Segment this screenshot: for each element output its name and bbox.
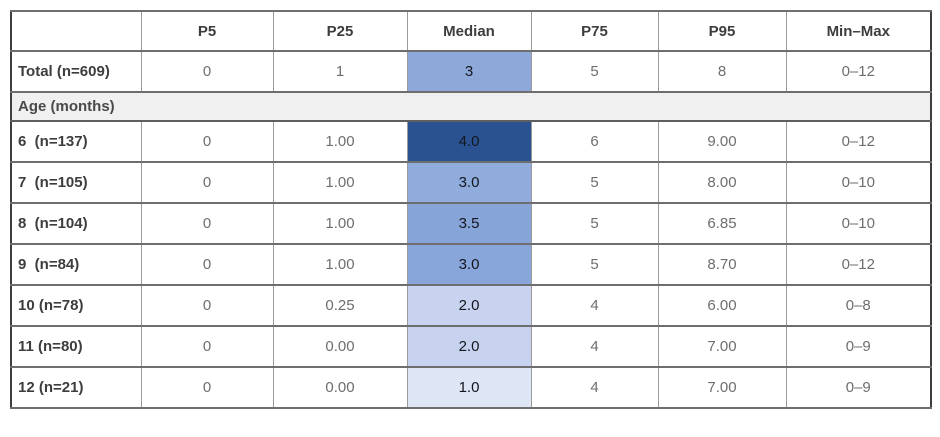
cell-p75: 5 [530, 50, 659, 93]
cell-median: 2.0 [406, 284, 532, 327]
cell-p5: 0 [140, 120, 274, 163]
header-median: Median [406, 10, 532, 52]
cell-p5: 0 [140, 243, 274, 286]
cell-minmax: 0–12 [785, 243, 932, 286]
cell-p75: 5 [530, 243, 659, 286]
cell-median: 3.0 [406, 161, 532, 204]
header-p95: P95 [657, 10, 787, 52]
cell-p95: 6.85 [657, 202, 787, 245]
cell-p25: 1.00 [272, 120, 408, 163]
section-header-row: Age (months) [10, 91, 932, 122]
header-p75: P75 [530, 10, 659, 52]
table-row-age8: 8 (n=104) 0 1.00 3.5 5 6.85 0–10 [10, 202, 932, 245]
table-row-age7: 7 (n=105) 0 1.00 3.0 5 8.00 0–10 [10, 161, 932, 204]
cell-p95: 8 [657, 50, 787, 93]
cell-p95: 9.00 [657, 120, 787, 163]
cell-median: 4.0 [406, 120, 532, 163]
cell-median: 2.0 [406, 325, 532, 368]
table-header-row: P5 P25 Median P75 P95 Min–Max [10, 10, 932, 52]
row-label: 12 (n=21) [10, 366, 142, 409]
cell-p75: 4 [530, 366, 659, 409]
cell-p25: 0.00 [272, 325, 408, 368]
cell-p95: 7.00 [657, 366, 787, 409]
cell-p75: 5 [530, 202, 659, 245]
cell-p25: 0.25 [272, 284, 408, 327]
table-row-age12: 12 (n=21) 0 0.00 1.0 4 7.00 0–9 [10, 366, 932, 409]
cell-minmax: 0–10 [785, 202, 932, 245]
cell-p95: 6.00 [657, 284, 787, 327]
cell-p25: 1.00 [272, 243, 408, 286]
cell-p5: 0 [140, 161, 274, 204]
table-row-age11: 11 (n=80) 0 0.00 2.0 4 7.00 0–9 [10, 325, 932, 368]
cell-p5: 0 [140, 50, 274, 93]
row-label: 9 (n=84) [10, 243, 142, 286]
header-p25: P25 [272, 10, 408, 52]
table-row-age10: 10 (n=78) 0 0.25 2.0 4 6.00 0–8 [10, 284, 932, 327]
row-label: 10 (n=78) [10, 284, 142, 327]
header-p5: P5 [140, 10, 274, 52]
cell-p5: 0 [140, 202, 274, 245]
cell-p75: 5 [530, 161, 659, 204]
header-minmax: Min–Max [785, 10, 932, 52]
row-label: 11 (n=80) [10, 325, 142, 368]
cell-p95: 7.00 [657, 325, 787, 368]
row-label: Total (n=609) [10, 50, 142, 93]
cell-p5: 0 [140, 325, 274, 368]
table-row-age6: 6 (n=137) 0 1.00 4.0 6 9.00 0–12 [10, 120, 932, 163]
cell-minmax: 0–10 [785, 161, 932, 204]
row-label: 7 (n=105) [10, 161, 142, 204]
cell-minmax: 0–9 [785, 325, 932, 368]
header-empty [10, 10, 142, 52]
cell-p95: 8.70 [657, 243, 787, 286]
cell-p25: 1.00 [272, 161, 408, 204]
cell-median: 3 [406, 50, 532, 93]
cell-p75: 6 [530, 120, 659, 163]
cell-minmax: 0–12 [785, 120, 932, 163]
percentile-table: P5 P25 Median P75 P95 Min–Max Total (n=6… [10, 10, 932, 409]
table-row-total: Total (n=609) 0 1 3 5 8 0–12 [10, 50, 932, 93]
cell-p25: 1 [272, 50, 408, 93]
section-label: Age (months) [10, 91, 932, 122]
row-label: 6 (n=137) [10, 120, 142, 163]
cell-p25: 1.00 [272, 202, 408, 245]
cell-minmax: 0–9 [785, 366, 932, 409]
cell-p75: 4 [530, 325, 659, 368]
cell-minmax: 0–8 [785, 284, 932, 327]
cell-median: 1.0 [406, 366, 532, 409]
cell-p25: 0.00 [272, 366, 408, 409]
cell-p95: 8.00 [657, 161, 787, 204]
row-label: 8 (n=104) [10, 202, 142, 245]
cell-median: 3.5 [406, 202, 532, 245]
table-row-age9: 9 (n=84) 0 1.00 3.0 5 8.70 0–12 [10, 243, 932, 286]
cell-minmax: 0–12 [785, 50, 932, 93]
cell-median: 3.0 [406, 243, 532, 286]
cell-p75: 4 [530, 284, 659, 327]
cell-p5: 0 [140, 366, 274, 409]
cell-p5: 0 [140, 284, 274, 327]
